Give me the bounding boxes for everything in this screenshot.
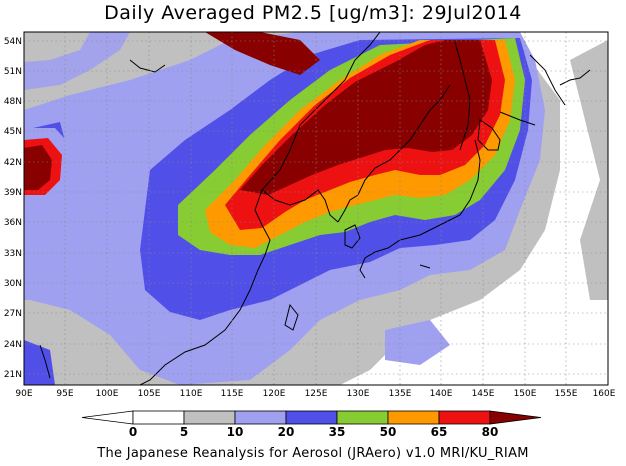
colorbar-arrow-high	[489, 410, 542, 425]
concentration-field	[24, 32, 608, 385]
lon-tick-label: 105E	[138, 389, 161, 399]
map-frame	[23, 31, 609, 386]
lat-tick-label: 30N	[4, 279, 22, 289]
lat-tick-label: 45N	[4, 127, 22, 137]
lon-tick-label: 90E	[15, 389, 32, 399]
colorbar-box	[336, 410, 389, 425]
lat-tick-label: 54N	[4, 37, 22, 47]
footer-caption: The Japanese Reanalysis for Aerosol (JRA…	[97, 446, 529, 461]
gridlines	[24, 32, 608, 385]
lat-tick-label: 24N	[4, 340, 22, 350]
lon-tick-label: 140E	[430, 389, 453, 399]
lon-tick-label: 100E	[96, 389, 119, 399]
colorbar-box	[285, 410, 338, 425]
lon-tick-label: 160E	[593, 389, 616, 399]
colorbar-boxes	[81, 410, 542, 425]
colorbar-label: 5	[180, 425, 188, 439]
lon-tick-label: 130E	[347, 389, 370, 399]
lat-tick-label: 42N	[4, 158, 22, 168]
lat-tick-labels: 54N 51N 48N 45N 42N 39N 36N 33N 30N 27N …	[4, 37, 22, 380]
lat-tick-label: 48N	[4, 97, 22, 107]
colorbar-box	[234, 410, 287, 425]
lon-tick-label: 150E	[514, 389, 537, 399]
lon-tick-labels: 90E 95E 100E 105E 110E 115E 120E 125E 13…	[15, 389, 615, 399]
coastlines	[39, 32, 591, 385]
lon-tick-label: 110E	[180, 389, 203, 399]
colorbar-label: 0	[129, 425, 137, 439]
colorbar-label: 10	[227, 425, 244, 439]
colorbar-arrow-low	[81, 410, 134, 425]
colorbar-box	[132, 410, 185, 425]
lon-tick-label: 95E	[56, 389, 73, 399]
lat-tick-label: 51N	[4, 67, 22, 77]
lat-tick-label: 36N	[4, 218, 22, 228]
colorbar-box	[438, 410, 491, 425]
colorbar-label: 50	[380, 425, 397, 439]
colorbar-box	[387, 410, 440, 425]
colorbar-box	[183, 410, 236, 425]
lon-tick-label: 115E	[221, 389, 244, 399]
lat-tick-label: 39N	[4, 188, 22, 198]
colorbar-label: 65	[431, 425, 448, 439]
colorbar-labels: 0 5 10 20 35 50 65 80	[129, 425, 499, 439]
lat-tick-label: 21N	[4, 370, 22, 380]
colorbar-label: 35	[329, 425, 346, 439]
lat-tick-label: 33N	[4, 249, 22, 259]
lon-tick-label: 120E	[263, 389, 286, 399]
lon-tick-label: 145E	[472, 389, 495, 399]
lon-tick-label: 155E	[555, 389, 578, 399]
colorbar-label: 80	[482, 425, 499, 439]
lon-tick-label: 135E	[389, 389, 412, 399]
map-title: Daily Averaged PM2.5 [ug/m3]: 29Jul2014	[104, 2, 522, 24]
lon-tick-label: 125E	[305, 389, 328, 399]
colorbar-label: 20	[278, 425, 295, 439]
lat-tick-label: 27N	[4, 309, 22, 319]
